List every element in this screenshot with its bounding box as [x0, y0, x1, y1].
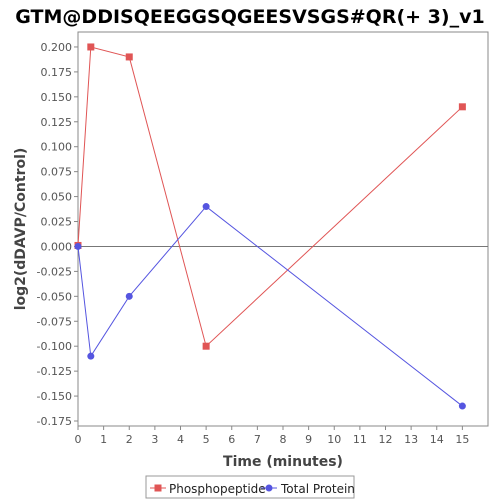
- x-tick-label: 3: [151, 433, 158, 446]
- x-tick-label: 0: [75, 433, 82, 446]
- x-tick-label: 8: [280, 433, 287, 446]
- x-tick-label: 14: [430, 433, 444, 446]
- y-tick-label: -0.075: [37, 315, 72, 328]
- x-tick-label: 2: [126, 433, 133, 446]
- x-tick-label: 5: [203, 433, 210, 446]
- y-tick-label: 0.125: [41, 116, 73, 129]
- x-tick-label: 15: [455, 433, 469, 446]
- legend-item-phosphopeptide: Phosphopeptide: [150, 482, 266, 496]
- x-tick-label: 12: [379, 433, 393, 446]
- legend-label-phosphopeptide: Phosphopeptide: [169, 482, 266, 496]
- y-tick-label: 0.200: [41, 41, 73, 54]
- x-tick-label: 11: [353, 433, 367, 446]
- data-point-phosphopeptide: [458, 103, 466, 111]
- data-point-phosphopeptide: [125, 53, 133, 61]
- legend-marker-total-protein: [265, 484, 273, 492]
- data-point-total-protein: [458, 402, 466, 410]
- y-tick-label: 0.150: [41, 91, 73, 104]
- data-point-total-protein: [74, 242, 82, 250]
- y-tick-label: -0.150: [37, 390, 72, 403]
- y-tick-label: -0.175: [37, 415, 72, 428]
- x-tick-label: 1: [100, 433, 107, 446]
- data-point-phosphopeptide: [202, 342, 210, 350]
- legend-box: [145, 475, 355, 499]
- chart-title: GTM@DDISQEEGGSQGEESVSGS#QR(+ 3)_v1: [15, 6, 484, 28]
- x-axis: 0 1 2 3 4 5 6 7 8 9 10 11 12 13 14 15: [75, 426, 469, 446]
- legend-marker-phosphopeptide: [154, 484, 162, 492]
- legend: Phosphopeptide Total Protein: [145, 475, 355, 499]
- x-tick-label: 7: [254, 433, 261, 446]
- y-tick-label: 0.000: [41, 240, 73, 253]
- y-tick-label: 0.025: [41, 216, 73, 229]
- y-tick-label: 0.100: [41, 141, 73, 154]
- x-tick-label: 4: [177, 433, 184, 446]
- y-tick-label: -0.100: [37, 340, 72, 353]
- y-tick-label: 0.050: [41, 191, 73, 204]
- y-tick-label: -0.025: [37, 265, 72, 278]
- x-tick-label: 6: [228, 433, 235, 446]
- x-tick-label: 9: [305, 433, 312, 446]
- series-layer: [74, 43, 466, 410]
- data-point-total-protein: [87, 352, 95, 360]
- y-tick-label: 0.175: [41, 66, 73, 79]
- y-tick-label: -0.125: [37, 365, 72, 378]
- data-point-total-protein: [202, 203, 210, 211]
- series-total-protein: [74, 203, 466, 410]
- plot-area: [77, 31, 489, 427]
- y-tick-label: -0.050: [37, 290, 72, 303]
- legend-item-total-protein: Total Protein: [261, 482, 355, 496]
- legend-label-total-protein: Total Protein: [280, 482, 355, 496]
- y-axis: -0.175 -0.150 -0.125 -0.100 -0.075 -0.050 -0.0…: [37, 41, 78, 428]
- data-point-phosphopeptide: [87, 43, 95, 51]
- y-tick-label: 0.075: [41, 166, 73, 179]
- x-tick-label: 13: [404, 433, 418, 446]
- y-axis-label: log2(dDAVP/Control): [13, 148, 29, 311]
- x-axis-label: Time (minutes): [223, 454, 343, 470]
- x-tick-label: 10: [327, 433, 341, 446]
- data-point-total-protein: [125, 292, 133, 300]
